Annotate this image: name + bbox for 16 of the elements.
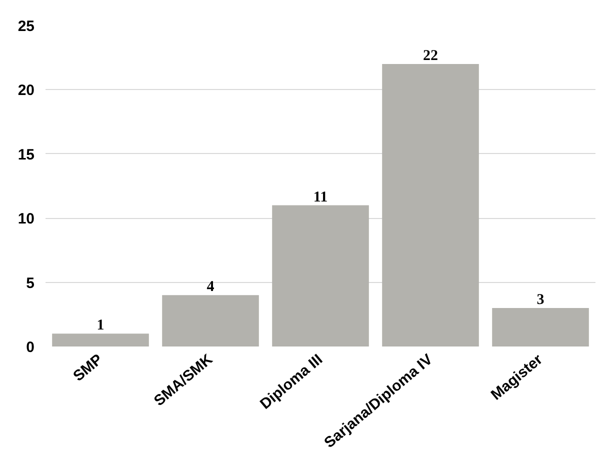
y-tick-label: 15 <box>18 146 35 164</box>
bar <box>272 205 369 346</box>
data-label: 3 <box>536 292 544 308</box>
bar <box>492 308 589 346</box>
bar <box>52 334 149 346</box>
y-tick-label: 0 <box>26 339 34 356</box>
data-label: 4 <box>206 279 215 296</box>
data-label: 11 <box>313 189 328 206</box>
bar <box>382 64 479 346</box>
data-label: 1 <box>96 318 104 334</box>
y-tick-label: 10 <box>18 210 35 228</box>
y-tick-label: 25 <box>18 18 35 35</box>
y-tick-label: 5 <box>26 274 34 292</box>
bar <box>162 295 259 346</box>
data-label: 22 <box>423 48 438 64</box>
y-tick-label: 20 <box>18 82 35 100</box>
